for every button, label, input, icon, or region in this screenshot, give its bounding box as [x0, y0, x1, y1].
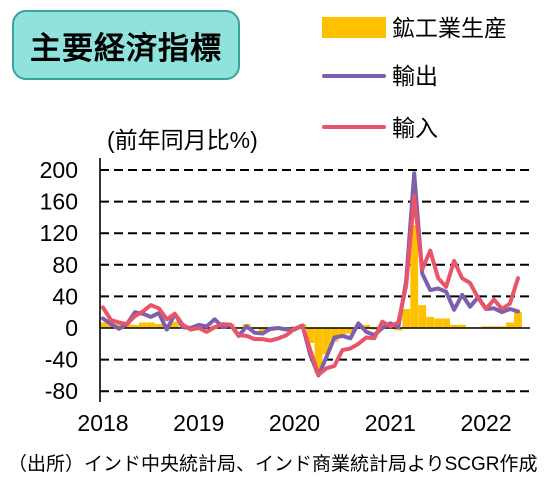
industrial-production-bar-2021-03	[402, 309, 411, 328]
industrial-production-bar-2018-05	[131, 324, 139, 328]
industrial-production-bar-2020-07	[338, 328, 347, 337]
y-tick-label: -40	[45, 347, 78, 373]
chart-title: 主要経済指標	[30, 30, 222, 66]
x-tick-label: 2019	[173, 410, 224, 436]
industrial-production-bar-2021-05	[418, 305, 427, 328]
industrial-production-bar-2020-04	[314, 328, 323, 374]
source-note: （出所）インド中央統計局、インド商業統計局よりSCGR作成	[8, 454, 538, 475]
y-tick-label: 40	[52, 283, 78, 309]
industrial-production-bar-2020-08	[346, 328, 355, 334]
legend-swatch-imports	[322, 125, 386, 129]
industrial-production-bar-2022-04	[506, 322, 514, 328]
industrial-production-bar-2021-10	[458, 324, 466, 328]
y-tick-label: 200	[40, 157, 78, 183]
industrial-production-bar-2019-09	[258, 328, 267, 332]
industrial-production-bar-2021-09	[450, 324, 459, 328]
industrial-production-bar-2022-05	[514, 312, 522, 328]
legend-label-exports: 輸出	[392, 63, 438, 89]
axes	[99, 158, 530, 402]
industrial-production-bar-2020-06	[330, 328, 339, 342]
industrial-production-bar-2018-08	[154, 324, 163, 328]
y-tick-label: 120	[40, 220, 78, 246]
industrial-production-bar-2020-10	[362, 324, 371, 328]
industrial-production-bar-2020-03	[306, 328, 315, 344]
legend-label-imports: 輸入	[392, 115, 438, 141]
industrial-production-bar-2018-03	[115, 324, 123, 328]
industrial-production-bar-2021-07	[434, 318, 443, 328]
industrial-production-bar-2021-08	[442, 318, 451, 328]
x-tick-label: 2021	[365, 410, 416, 436]
y-axis-label: (前年同月比%)	[107, 127, 258, 153]
x-tick-label: 2020	[269, 410, 320, 436]
x-tick-label: 2022	[460, 410, 511, 436]
x-tick-label: 2018	[77, 410, 128, 436]
legend-swatch-exports	[322, 74, 386, 78]
industrial-production-bar-2020-05	[322, 328, 331, 355]
y-tick-label: -80	[45, 378, 78, 404]
y-tick-label: 80	[52, 252, 78, 278]
industrial-production-bar-2018-07	[146, 322, 155, 328]
legend-swatch-industrial-production	[322, 17, 386, 38]
y-tick-label: 0	[65, 315, 78, 341]
industrial-production-bar-2021-04	[410, 225, 419, 328]
series-lines	[101, 171, 520, 378]
industrial-production-bar-2018-10	[170, 321, 179, 328]
industrial-production-bar-2021-06	[426, 316, 435, 328]
chart-title-box: 主要経済指標	[12, 10, 240, 80]
industrial-production-bar-2018-01	[99, 322, 107, 328]
y-tick-label: 160	[40, 189, 78, 215]
tick-labels: 200 160 120 80 40 0 -40 -80 2018 2019 2020 2021 2022	[40, 157, 512, 436]
legend-label-industrial-production: 鉱工業生産	[392, 15, 507, 41]
imports-line	[101, 194, 520, 377]
industrial-production-bar-2018-06	[139, 322, 147, 328]
